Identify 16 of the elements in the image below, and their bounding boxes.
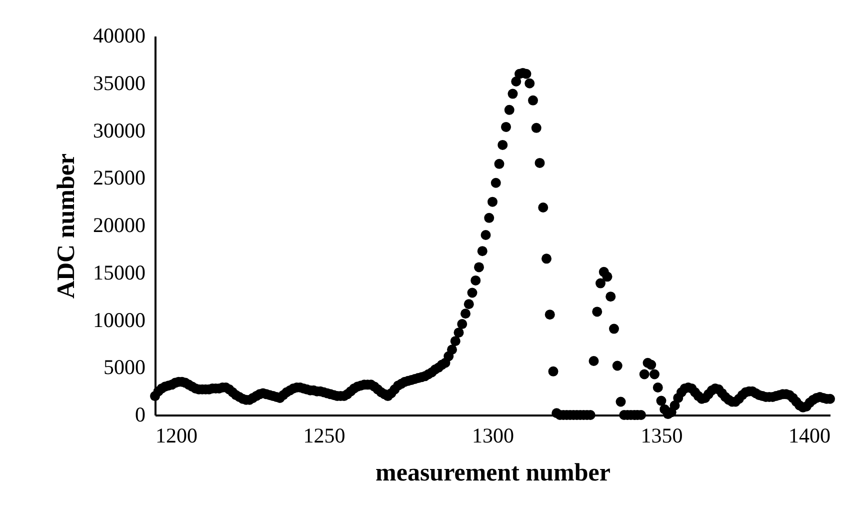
y-tick-label: 25000 <box>93 166 146 190</box>
y-tick-label: 20000 <box>93 213 146 237</box>
x-tick-label: 1200 <box>156 424 198 448</box>
x-tick-label: 1300 <box>472 424 514 448</box>
y-tick-label: 30000 <box>93 118 146 142</box>
y-tick-label: 15000 <box>93 260 146 284</box>
y-tick-label: 10000 <box>93 308 146 332</box>
y-tick-label: 40000 <box>93 24 146 48</box>
x-axis-title: measurement number <box>376 460 610 486</box>
y-tick-label: 35000 <box>93 70 146 95</box>
x-tick-label: 1250 <box>303 424 346 448</box>
x-tick-label: 1350 <box>640 424 683 448</box>
y-tick-label: 5000 <box>104 355 146 380</box>
x-tick-label: 1400 <box>788 424 830 448</box>
y-axis-title: ADC number <box>53 153 80 299</box>
y-tick-label: 0 <box>135 402 146 426</box>
